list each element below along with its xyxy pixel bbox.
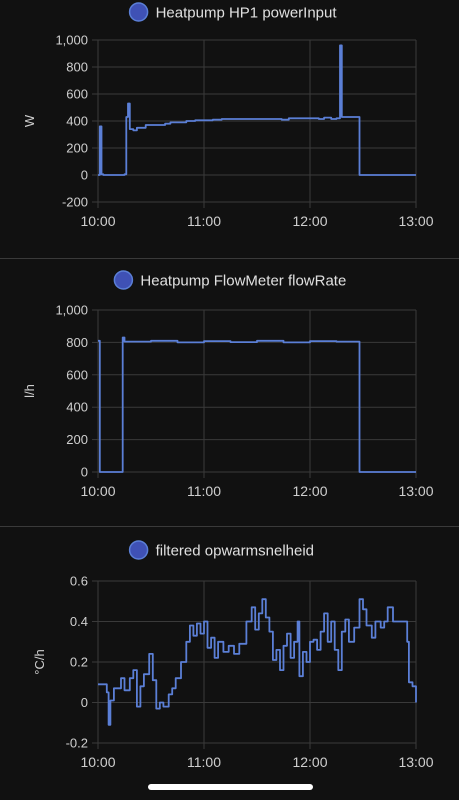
x-tick-label: 11:00 [187,213,221,229]
chart-3: filtered opwarmsnelheid -0.2 0 0.2 0.4 0.6 10:… [32,540,434,770]
series-line[interactable] [98,336,416,473]
divider [0,526,459,527]
x-tick-label: 10:00 [80,483,115,499]
y-tick-label: 400 [66,400,88,415]
series-line[interactable] [98,598,417,726]
x-tick-label: 13:00 [398,213,433,229]
legend-marker[interactable] [128,540,149,560]
y-tick-label: 200 [66,432,88,447]
x-tick-label: 11:00 [187,754,221,770]
y-axis-label: °C/h [32,649,47,674]
y-tick-label: 800 [66,335,88,350]
x-tick-label: 13:00 [398,754,433,770]
y-tick-label: 1,000 [55,33,88,48]
chart-1: Heatpump HP1 powerInput -200 0 200 400 600 800… [22,2,434,229]
x-tick-label: 11:00 [187,483,221,499]
legend-marker[interactable] [128,2,149,22]
y-tick-label: 0.2 [70,655,88,670]
x-tick-label: 13:00 [398,483,433,499]
chart-2: Heatpump FlowMeter flowRate 0 200 400 600 800… [22,270,434,499]
x-tick-label: 12:00 [292,754,327,770]
y-tick-label: 800 [66,60,88,75]
y-tick-label: 0 [81,168,88,183]
chart-title[interactable]: Heatpump FlowMeter flowRate [140,273,346,290]
x-tick-label: 10:00 [80,213,115,229]
y-tick-label: 600 [66,87,88,102]
y-tick-label: 0.4 [70,614,88,629]
y-tick-label: 0 [81,465,88,480]
y-tick-label: 200 [66,141,88,156]
y-tick-label: 600 [66,367,88,382]
divider [0,258,459,259]
legend-marker[interactable] [113,270,134,290]
y-axis-label: W [22,114,37,127]
home-indicator[interactable] [148,784,313,790]
series-line[interactable] [98,44,416,176]
y-tick-label: 0 [81,695,88,710]
y-tick-label: -0.2 [66,736,88,751]
chart-title[interactable]: Heatpump HP1 powerInput [156,5,338,22]
x-tick-label: 12:00 [292,483,327,499]
chart-title[interactable]: filtered opwarmsnelheid [156,543,314,560]
y-tick-label: 1,000 [55,303,88,318]
y-tick-label: 0.6 [70,574,88,589]
x-tick-label: 12:00 [292,213,327,229]
y-axis-label: l/h [22,384,37,398]
y-tick-label: 400 [66,114,88,129]
x-tick-label: 10:00 [80,754,115,770]
y-tick-label: -200 [62,195,88,210]
